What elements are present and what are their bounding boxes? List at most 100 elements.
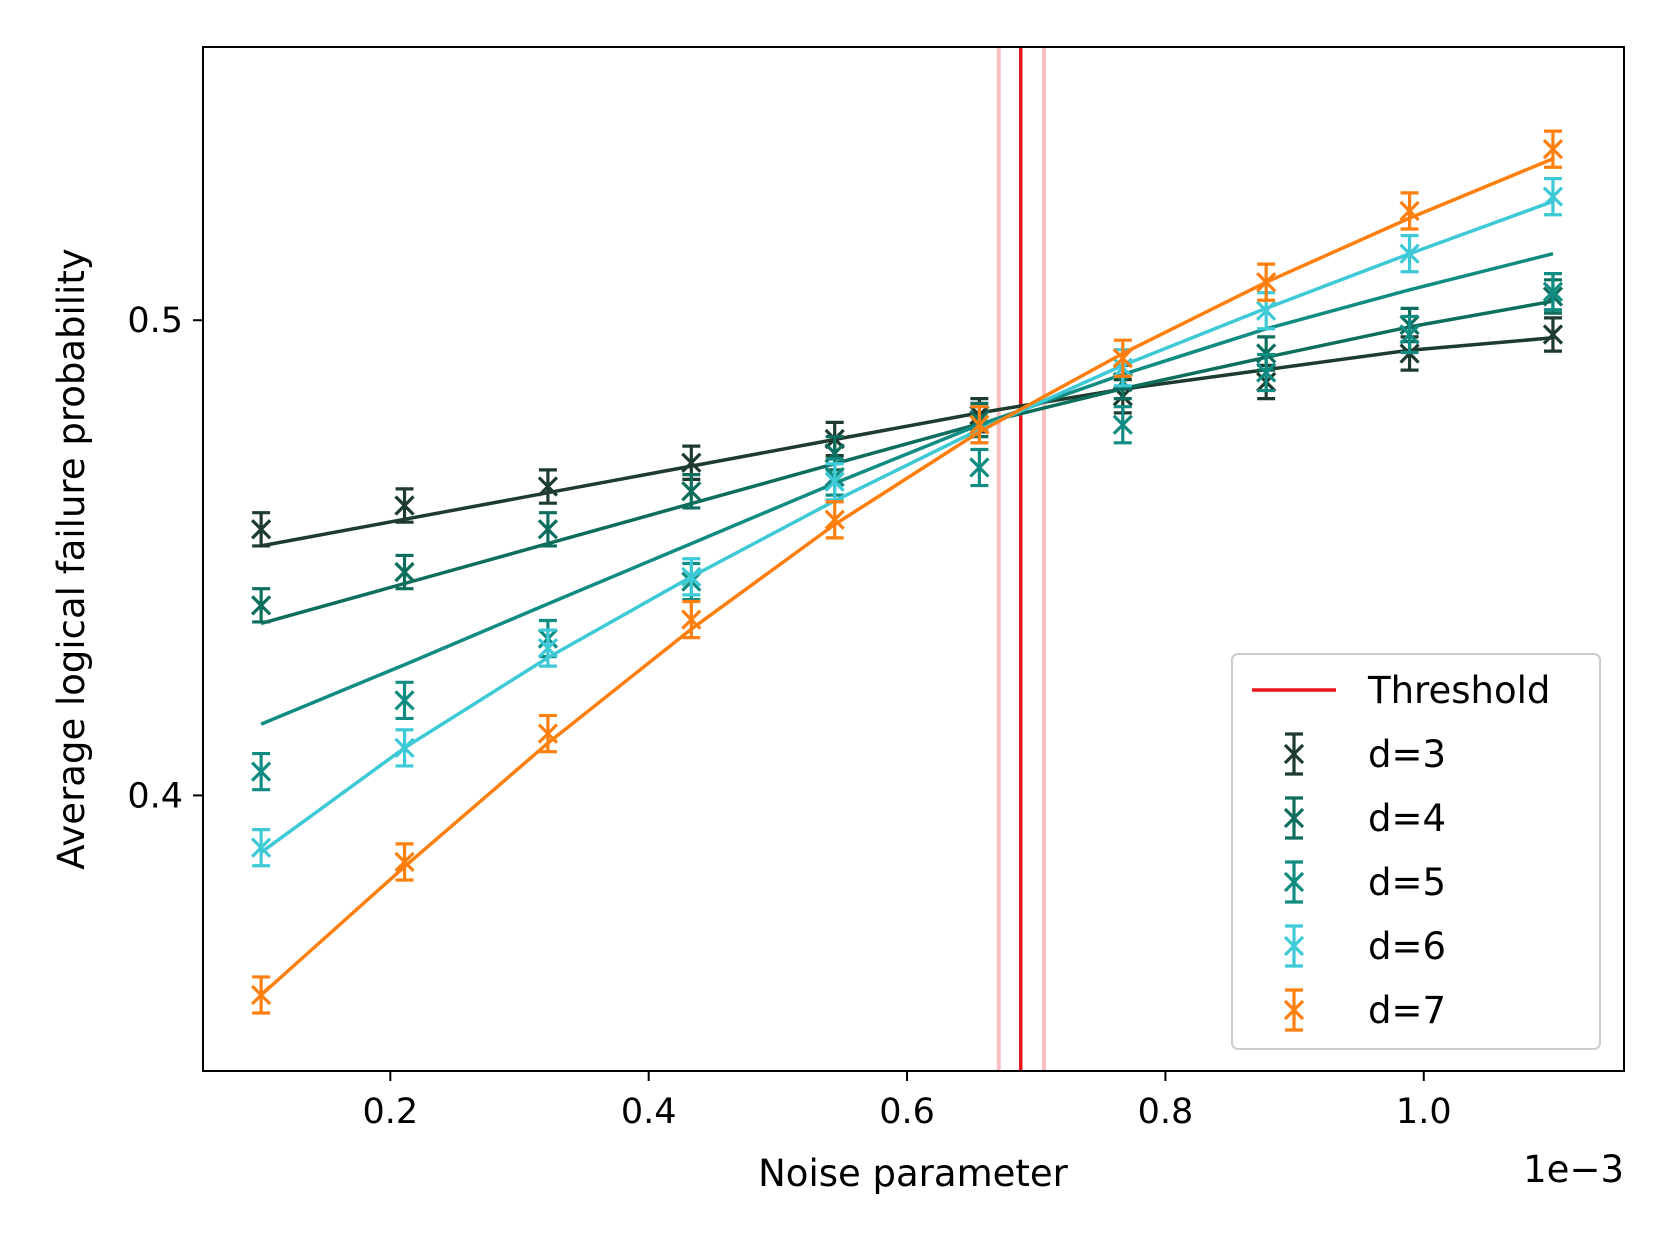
x-tick-label-0.6: 0.6 [879, 1092, 935, 1132]
fit-line-d6 [260, 199, 1554, 854]
data-point-d6-9 [1399, 234, 1420, 274]
data-point-d4-2 [394, 553, 415, 591]
data-point-d7-9 [1399, 191, 1420, 231]
data-point-d3-2 [394, 487, 415, 524]
x-marker-b-d7-7 [1112, 348, 1133, 369]
x-marker-b-d5-1 [251, 761, 272, 782]
x-marker-b-d7-10 [1542, 139, 1564, 160]
x-marker-b-d6-9 [1399, 243, 1420, 264]
x-marker-b-d7-8 [1256, 272, 1277, 293]
legend-entry-d4: d=4 [1283, 796, 1446, 840]
y-tick-label-0.4: 0.4 [127, 776, 183, 816]
legend-label-d3: d=3 [1368, 733, 1446, 776]
x-marker-b-d6-10 [1542, 186, 1564, 207]
data-point-d5-7 [1112, 405, 1133, 445]
x-marker-b-d6-2 [394, 737, 415, 759]
data-point-d7-3 [537, 713, 559, 754]
x-marker-b-d7-6 [969, 414, 990, 435]
x-marker-b-d6-8 [1256, 300, 1277, 321]
x-marker-b-d5-6 [969, 457, 990, 478]
x-marker-b-d3-4 [681, 452, 702, 473]
fit-line-d7 [259, 157, 1554, 997]
legend-entries: Threshold d=3 d=4 d=5 d=6 d=7 [1252, 669, 1550, 1032]
legend-entry-d6: d=6 [1283, 924, 1446, 968]
y-tick-label-0.5: 0.5 [127, 301, 183, 341]
data-point-d7-2 [394, 842, 415, 882]
legend: Threshold d=3 d=4 d=5 d=6 d=7 [1231, 653, 1601, 1050]
x-marker-b-d5-8 [1256, 362, 1277, 383]
data-point-d7-1 [251, 975, 272, 1015]
x-marker-b-d4-2 [394, 561, 415, 583]
fit-line-d5 [260, 252, 1554, 726]
data-point-d4-3 [537, 511, 559, 548]
x-marker-b-d6-3 [537, 637, 559, 659]
legend-label-d7: d=7 [1368, 989, 1446, 1032]
x-marker-b-d4-1 [251, 595, 272, 616]
data-point-d4-1 [251, 587, 272, 624]
fit-line-d3 [260, 336, 1554, 548]
x-marker-b-d4-4 [681, 481, 702, 502]
data-point-d6-2 [394, 728, 415, 768]
x-marker-b-d6-4 [681, 566, 702, 587]
data-point-d7-5 [824, 500, 845, 540]
data-point-d7-7 [1112, 338, 1133, 378]
x-marker-b-d6-1 [251, 837, 272, 858]
x-marker-b-d7-2 [394, 851, 415, 873]
data-point-d6-3 [537, 628, 559, 668]
x-marker-b-d3-10 [1542, 324, 1564, 345]
x-marker-b-d3-1 [251, 519, 272, 540]
legend-marker-b-d4 [1283, 807, 1305, 829]
x-axis-offset-text: 1e−3 [1523, 1148, 1624, 1191]
legend-entry-threshold: Threshold [1252, 669, 1550, 712]
x-marker-b-d5-10 [1542, 281, 1564, 302]
x-marker-b-d5-2 [394, 690, 415, 711]
legend-marker-b-d7 [1283, 999, 1305, 1021]
x-marker-b-d5-9 [1399, 324, 1420, 345]
x-marker-b-d7-4 [681, 609, 702, 630]
data-point-d5-6 [969, 447, 990, 488]
markers-d7 [251, 129, 1564, 1015]
axis-layer: 0.2 0.4 0.6 0.8 1.0 0.4 0.5 [127, 301, 1451, 1132]
data-point-d5-1 [251, 751, 272, 792]
x-axis-label: Noise parameter [758, 1152, 1069, 1195]
legend-marker-b-d6 [1283, 935, 1305, 957]
x-marker-b-d7-3 [537, 723, 559, 744]
data-point-d4-4 [681, 473, 702, 510]
legend-label-d6: d=6 [1368, 925, 1446, 968]
x-marker-b-d7-9 [1399, 200, 1420, 222]
x-marker-b-d6-5 [824, 471, 845, 492]
x-tick-label-0.8: 0.8 [1138, 1092, 1194, 1132]
plot-area-frame [202, 46, 1625, 1072]
legend-entry-d7: d=7 [1283, 988, 1446, 1032]
fit-line-d4 [260, 299, 1554, 626]
legend-label-d4: d=4 [1368, 797, 1446, 840]
data-point-d5-10 [1542, 272, 1564, 312]
data-point-d5-8 [1256, 352, 1277, 393]
x-marker-b-d7-1 [251, 984, 272, 1006]
data-point-d6-1 [251, 828, 272, 868]
data-point-d7-8 [1256, 262, 1277, 302]
x-marker-b-d5-7 [1112, 414, 1133, 435]
data-point-d7-6 [969, 405, 990, 445]
x-tick-label-1.0: 1.0 [1396, 1092, 1452, 1132]
legend-label-threshold: Threshold [1367, 669, 1550, 712]
legend-frame [1231, 653, 1601, 1050]
data-point-d7-10 [1542, 129, 1564, 169]
legend-marker-b-d3 [1283, 743, 1305, 765]
y-axis-label: Average logical failure probability [50, 248, 93, 869]
plot-layer [251, 47, 1564, 1071]
x-marker-b-d4-3 [537, 519, 559, 540]
x-tick-label-0.4: 0.4 [621, 1092, 677, 1132]
legend-marker-b-d5 [1283, 871, 1305, 893]
x-marker-b-d7-5 [824, 509, 845, 530]
data-point-d6-10 [1542, 177, 1564, 217]
x-marker-b-d3-3 [537, 476, 559, 497]
x-marker-b-d3-2 [394, 495, 415, 516]
data-point-d3-1 [251, 511, 272, 548]
legend-entry-d5: d=5 [1283, 860, 1446, 904]
x-tick-label-0.2: 0.2 [362, 1092, 418, 1132]
data-point-d5-2 [394, 680, 415, 721]
data-point-d6-4 [681, 557, 702, 597]
data-point-d3-10 [1542, 316, 1564, 353]
